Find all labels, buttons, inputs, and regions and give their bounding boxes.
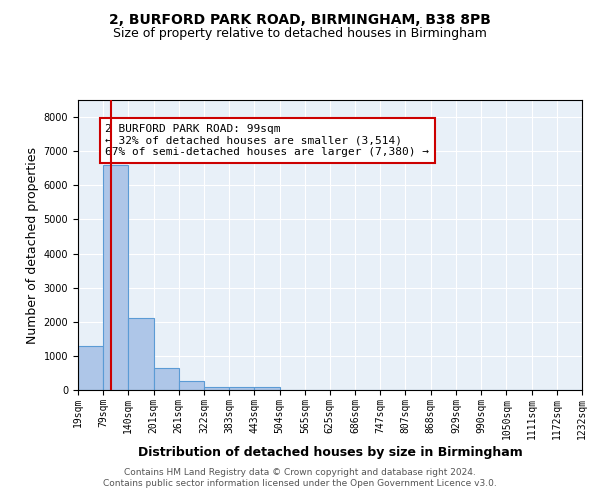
Bar (154, 368, 179, 390)
Bar (103, 165, 128, 390)
Text: Contains HM Land Registry data © Crown copyright and database right 2024.
Contai: Contains HM Land Registry data © Crown c… (103, 468, 497, 487)
Bar (229, 388, 254, 390)
Bar (204, 386, 229, 390)
Text: 2 BURFORD PARK ROAD: 99sqm
← 32% of detached houses are smaller (3,514)
67% of s: 2 BURFORD PARK ROAD: 99sqm ← 32% of deta… (106, 124, 430, 157)
Bar (128, 318, 154, 390)
Text: Distribution of detached houses by size in Birmingham: Distribution of detached houses by size … (137, 446, 523, 459)
Bar (254, 388, 280, 390)
Bar (179, 382, 204, 390)
Text: 2, BURFORD PARK ROAD, BIRMINGHAM, B38 8PB: 2, BURFORD PARK ROAD, BIRMINGHAM, B38 8P… (109, 12, 491, 26)
Bar (78, 346, 103, 390)
Text: Size of property relative to detached houses in Birmingham: Size of property relative to detached ho… (113, 28, 487, 40)
Y-axis label: Number of detached properties: Number of detached properties (26, 146, 40, 344)
